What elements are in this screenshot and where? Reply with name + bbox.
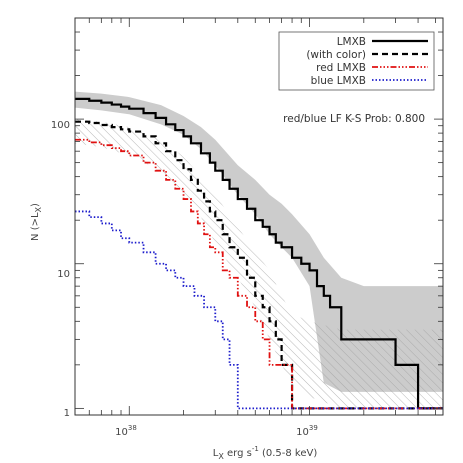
x-tick-label: 1038: [115, 424, 137, 438]
plot-frame: [74, 17, 444, 416]
x-tick-label: 1039: [296, 424, 318, 438]
legend: LMXB (with color) red LMXB blue LMXB: [278, 31, 435, 91]
with-color-confidence-band: [75, 119, 443, 409]
y-axis-label: N (>LX): [30, 203, 43, 241]
y-tick-label: 100: [51, 120, 70, 131]
series-line-lmxb: [75, 97, 443, 410]
legend-label-lmxb: LMXB: [337, 36, 366, 48]
legend-label-red-lmxb: red LMXB: [316, 62, 366, 74]
series-line-red-lmxb: [75, 138, 443, 410]
lmxb-confidence-band: [75, 91, 443, 392]
series-line-with-color: [75, 120, 443, 410]
y-tick-label: 10: [57, 269, 70, 280]
ks-probability-annotation: red/blue LF K-S Prob: 0.800: [283, 113, 425, 125]
y-tick-label: 1: [64, 408, 70, 419]
legend-label-with-color: (with color): [306, 49, 366, 61]
x-axis-label: LX erg s-1 (0.5-8 keV): [213, 445, 318, 461]
legend-label-blue-lmxb: blue LMXB: [311, 75, 366, 87]
